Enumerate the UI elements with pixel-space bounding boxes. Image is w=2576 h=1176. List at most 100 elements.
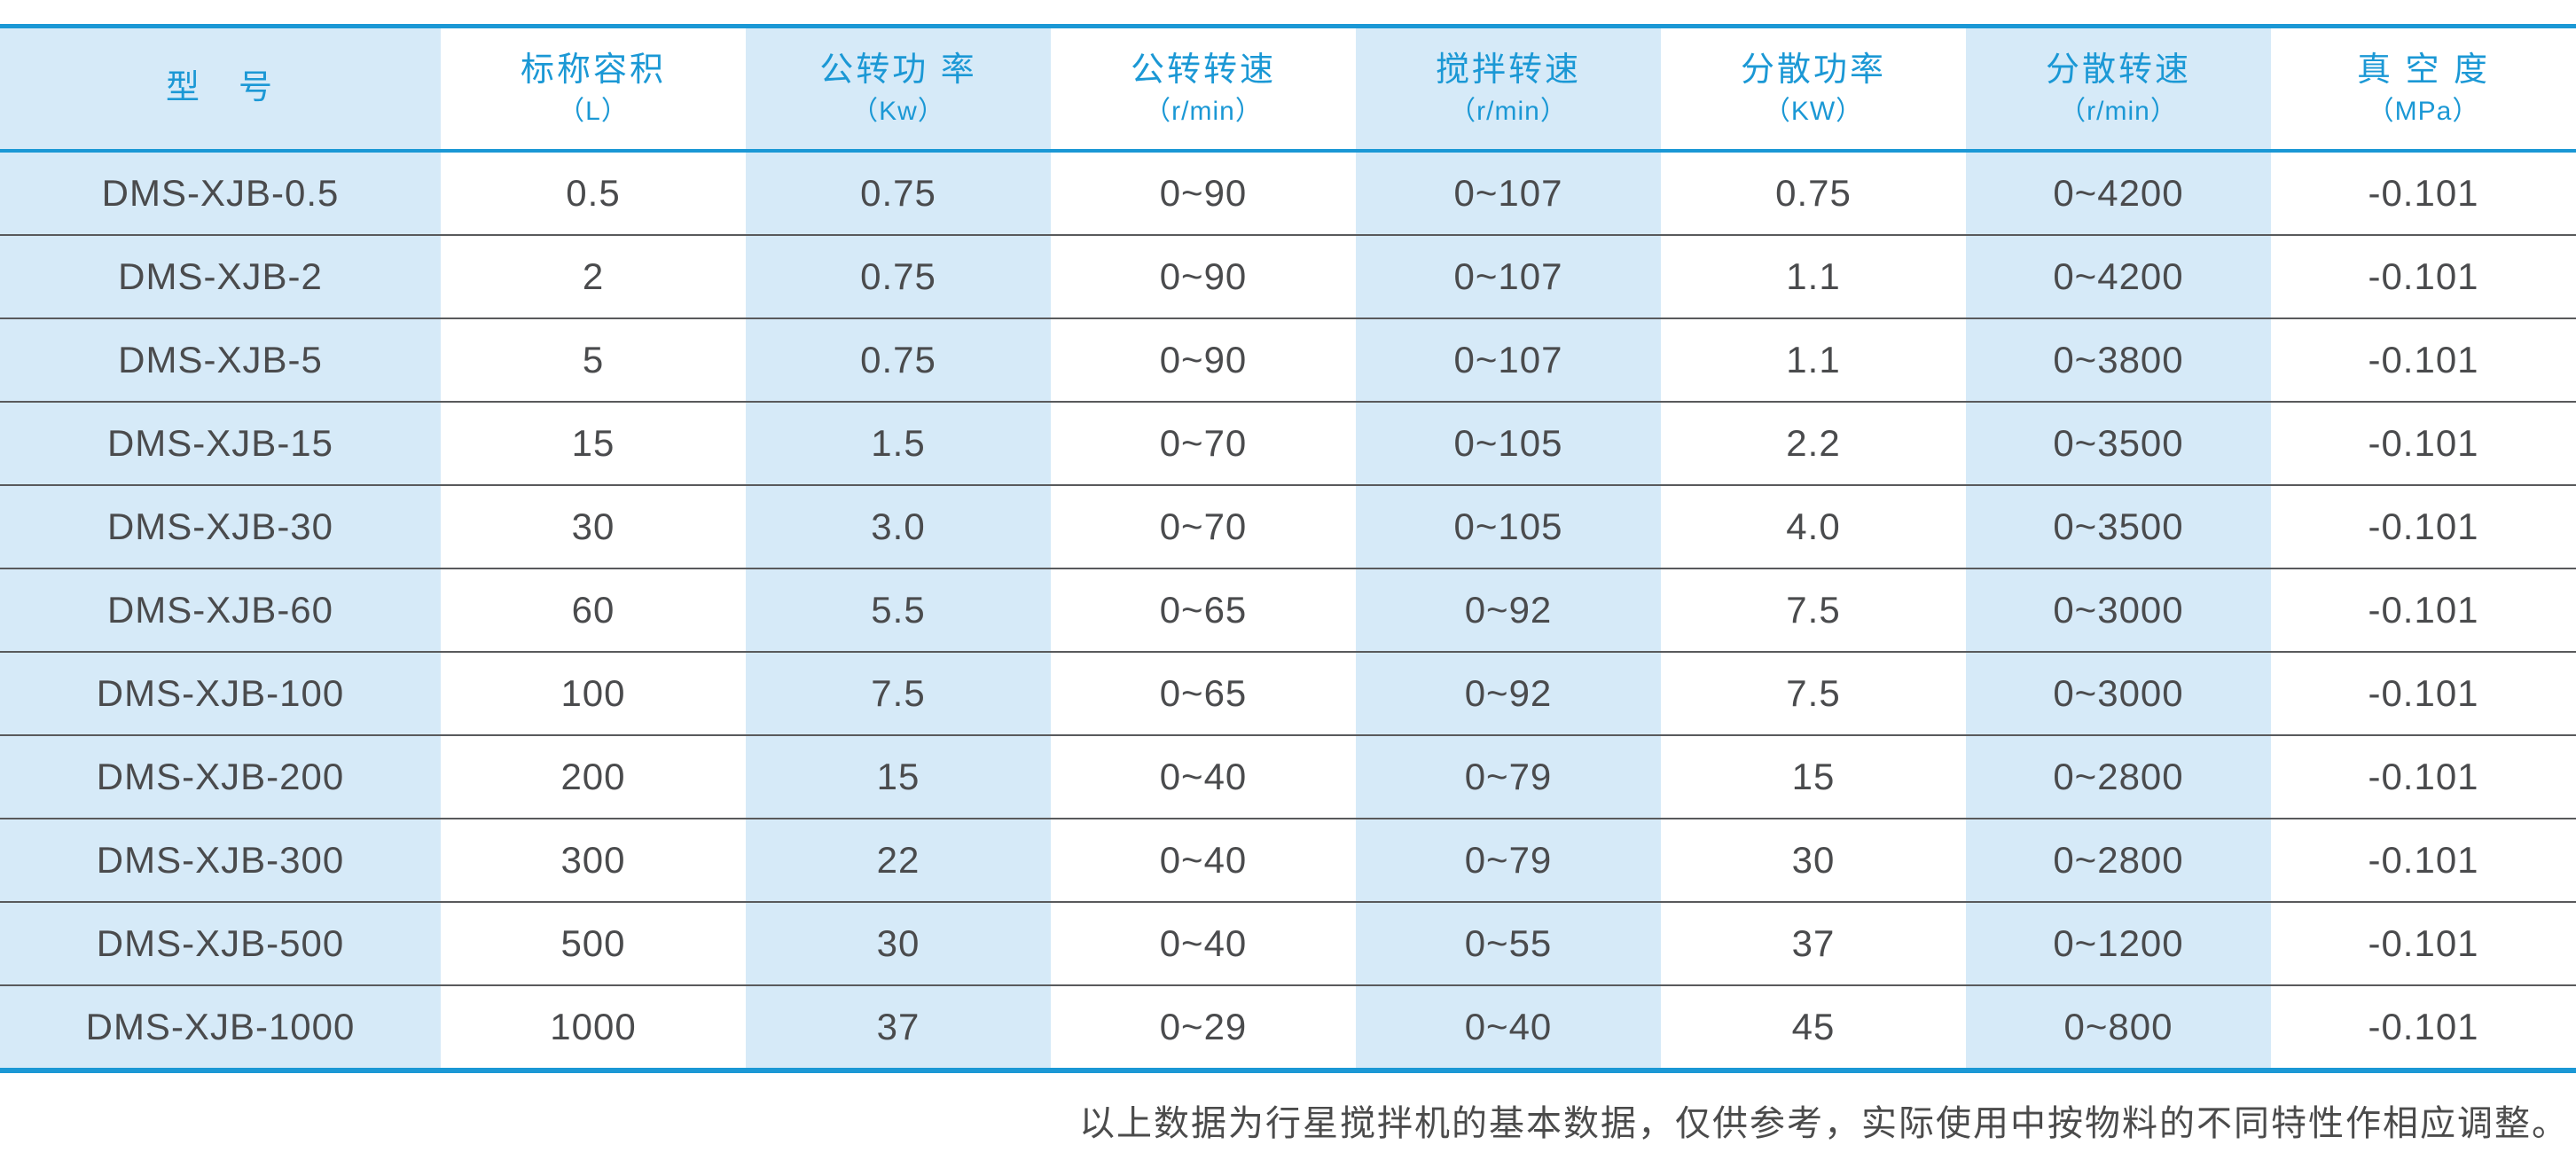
cell-capacity: 500 [560, 922, 626, 964]
column-unit: （KW） [1763, 96, 1864, 126]
cell-capacity: 30 [571, 506, 615, 547]
planetary-mixer-spec-sheet: 型 号 标称容积 （L） 公转功 率 （Kw） 公转转速 （r/min） 搅拌转速 （r/min… [0, 24, 2576, 1176]
cell-dispersion-power: 4.0 [1786, 506, 1841, 547]
cell-revolution-speed: 0~70 [1159, 422, 1248, 464]
cell-revolution-power: 0.75 [746, 153, 1051, 234]
cell-stir-speed: 0~55 [1356, 903, 1661, 984]
cell-dispersion-power: 45 [1791, 1006, 1836, 1047]
cell-revolution-power: 5.5 [746, 569, 1051, 651]
cell-model: DMS-XJB-30 [0, 486, 441, 568]
cell-dispersion-power: 1.1 [1786, 255, 1841, 297]
table-row: DMS-XJB-5 5 0.75 0~90 0~107 1.1 0~3800 -0.101 [0, 318, 2576, 401]
cell-capacity: 15 [571, 422, 615, 464]
cell-dispersion-power: 15 [1791, 756, 1836, 797]
cell-model: DMS-XJB-500 [0, 903, 441, 984]
column-title: 标称容积 [520, 51, 666, 90]
cell-model: DMS-XJB-5 [0, 319, 441, 401]
cell-capacity: 2 [582, 255, 605, 297]
column-header-vacuum: 真 空 度 （MPa） [2271, 28, 2576, 149]
cell-vacuum: -0.101 [2368, 255, 2479, 297]
cell-dispersion-speed: 0~4200 [1966, 153, 2271, 234]
table-row: DMS-XJB-200 200 15 0~40 0~79 15 0~2800 -0.101 [0, 734, 2576, 818]
cell-dispersion-speed: 0~3500 [1966, 486, 2271, 568]
cell-revolution-speed: 0~65 [1159, 589, 1248, 631]
cell-revolution-power: 1.5 [746, 403, 1051, 484]
cell-stir-speed: 0~107 [1356, 319, 1661, 401]
cell-vacuum: -0.101 [2368, 756, 2479, 797]
cell-stir-speed: 0~92 [1356, 569, 1661, 651]
cell-dispersion-speed: 0~2800 [1966, 819, 2271, 901]
cell-stir-speed: 0~105 [1356, 486, 1661, 568]
column-unit: （r/min） [2059, 96, 2178, 126]
cell-model: DMS-XJB-2 [0, 236, 441, 318]
cell-vacuum: -0.101 [2368, 589, 2479, 631]
cell-revolution-speed: 0~90 [1159, 255, 1248, 297]
table-row: DMS-XJB-15 15 1.5 0~70 0~105 2.2 0~3500 -0.101 [0, 401, 2576, 484]
column-unit: （r/min） [1449, 96, 1568, 126]
cell-stir-speed: 0~79 [1356, 736, 1661, 818]
cell-vacuum: -0.101 [2368, 1006, 2479, 1047]
cell-revolution-power: 37 [746, 986, 1051, 1068]
column-unit: （MPa） [2367, 96, 2480, 126]
column-title: 公转转速 [1130, 51, 1276, 90]
cell-revolution-speed: 0~40 [1159, 756, 1248, 797]
table-body: DMS-XJB-0.5 0.5 0.75 0~90 0~107 0.75 0~4200 -0.… [0, 153, 2576, 1068]
column-title: 搅拌转速 [1435, 51, 1581, 90]
cell-dispersion-speed: 0~3800 [1966, 319, 2271, 401]
cell-revolution-speed: 0~70 [1159, 506, 1248, 547]
column-header-dispersion-power: 分散功率 （KW） [1661, 28, 1966, 149]
cell-vacuum: -0.101 [2368, 922, 2479, 964]
cell-revolution-speed: 0~40 [1159, 839, 1248, 881]
cell-capacity: 5 [582, 339, 605, 380]
cell-revolution-power: 0.75 [746, 236, 1051, 318]
cell-stir-speed: 0~79 [1356, 819, 1661, 901]
cell-dispersion-speed: 0~800 [1966, 986, 2271, 1068]
table-row: DMS-XJB-2 2 0.75 0~90 0~107 1.1 0~4200 -0.101 [0, 234, 2576, 318]
cell-revolution-power: 15 [746, 736, 1051, 818]
spec-table: 型 号 标称容积 （L） 公转功 率 （Kw） 公转转速 （r/min） 搅拌转速 （r/min… [0, 24, 2576, 1073]
cell-dispersion-speed: 0~3000 [1966, 569, 2271, 651]
cell-capacity: 300 [560, 839, 626, 881]
cell-dispersion-speed: 0~3000 [1966, 653, 2271, 734]
column-unit: （Kw） [851, 96, 945, 126]
column-header-dispersion-speed: 分散转速 （r/min） [1966, 28, 2271, 149]
cell-model: DMS-XJB-200 [0, 736, 441, 818]
column-unit: （r/min） [1144, 96, 1263, 126]
cell-revolution-speed: 0~65 [1159, 672, 1248, 714]
cell-dispersion-power: 7.5 [1786, 589, 1841, 631]
cell-model: DMS-XJB-300 [0, 819, 441, 901]
cell-stir-speed: 0~105 [1356, 403, 1661, 484]
column-title: 分散转速 [2045, 51, 2191, 90]
table-row: DMS-XJB-30 30 3.0 0~70 0~105 4.0 0~3500 -0.101 [0, 484, 2576, 568]
table-row: DMS-XJB-500 500 30 0~40 0~55 37 0~1200 -0.101 [0, 901, 2576, 984]
cell-vacuum: -0.101 [2368, 839, 2479, 881]
cell-model: DMS-XJB-100 [0, 653, 441, 734]
cell-capacity: 100 [560, 672, 626, 714]
cell-revolution-speed: 0~29 [1159, 1006, 1248, 1047]
cell-revolution-power: 30 [746, 903, 1051, 984]
cell-model: DMS-XJB-15 [0, 403, 441, 484]
column-title: 公转功 率 [819, 51, 977, 90]
table-row: DMS-XJB-60 60 5.5 0~65 0~92 7.5 0~3000 -0.101 [0, 568, 2576, 651]
cell-capacity: 200 [560, 756, 626, 797]
cell-revolution-power: 3.0 [746, 486, 1051, 568]
cell-dispersion-speed: 0~1200 [1966, 903, 2271, 984]
column-title: 真 空 度 [2356, 51, 2491, 90]
cell-capacity: 0.5 [566, 172, 621, 214]
column-header-stir-speed: 搅拌转速 （r/min） [1356, 28, 1661, 149]
cell-vacuum: -0.101 [2368, 172, 2479, 214]
cell-dispersion-power: 37 [1791, 922, 1836, 964]
cell-revolution-speed: 0~90 [1159, 172, 1248, 214]
table-row: DMS-XJB-1000 1000 37 0~29 0~40 45 0~800 -0.101 [0, 984, 2576, 1068]
column-header-capacity: 标称容积 （L） [441, 28, 746, 149]
cell-model: DMS-XJB-1000 [0, 986, 441, 1068]
table-row: DMS-XJB-100 100 7.5 0~65 0~92 7.5 0~3000 -0.101 [0, 651, 2576, 734]
column-unit: （L） [558, 96, 629, 126]
table-row: DMS-XJB-300 300 22 0~40 0~79 30 0~2800 -0.101 [0, 818, 2576, 901]
cell-stir-speed: 0~92 [1356, 653, 1661, 734]
cell-dispersion-power: 1.1 [1786, 339, 1841, 380]
cell-capacity: 1000 [550, 1006, 637, 1047]
cell-vacuum: -0.101 [2368, 422, 2479, 464]
column-title: 分散功率 [1740, 51, 1886, 90]
cell-dispersion-speed: 0~2800 [1966, 736, 2271, 818]
